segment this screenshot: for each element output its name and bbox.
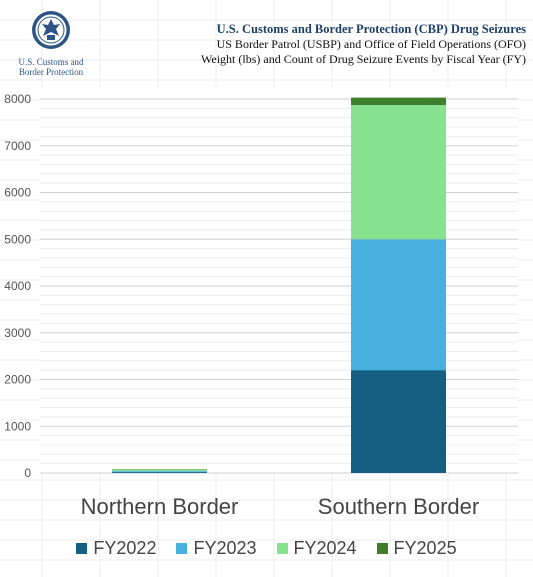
bar-segment-fy2025 [112,469,207,470]
cbp-seal-icon [32,11,70,49]
chart-legend: FY2022 FY2023 FY2024 FY2025 [0,536,533,560]
bar-segment-fy2023 [351,239,446,371]
legend-label: FY2022 [93,538,157,558]
logo-line-1: U.S. Customs and [18,57,84,67]
bar-segment-fy2022 [351,370,446,473]
x-category-label: Southern Border [318,494,479,519]
legend-item: FY2024 [276,536,357,560]
chart-subtitle-1: US Border Patrol (USBP) and Office of Fi… [216,37,526,51]
y-tick-label: 5000 [4,232,31,246]
cbp-logo: U.S. Customs and Border Protection [6,10,96,77]
chart-subtitle-2: Weight (lbs) and Count of Drug Seizure E… [201,52,526,66]
bar-segment-fy2024 [351,105,446,240]
legend-label: FY2023 [193,538,257,558]
legend-swatch [176,542,188,554]
legend-label: FY2025 [393,538,457,558]
chart-titles: U.S. Customs and Border Protection (CBP)… [100,22,526,67]
logo-line-2: Border Protection [18,67,84,77]
legend-item: FY2025 [376,536,457,560]
legend-swatch [276,542,288,554]
y-tick-label: 6000 [4,186,31,200]
y-tick-label: 4000 [4,279,31,293]
bar-segment-fy2024 [112,469,207,472]
y-tick-label: 0 [24,466,31,480]
bar-segment-fy2023 [112,471,207,473]
legend-swatch [376,542,388,554]
y-tick-label: 3000 [4,326,31,340]
bar-segment-fy2025 [351,97,446,106]
legend-item: FY2023 [176,536,257,560]
logo-text: U.S. Customs and Border Protection [6,57,96,77]
y-tick-label: 7000 [4,139,31,153]
bar-segment-fy2022 [112,472,207,473]
legend-swatch [76,542,88,554]
x-category-label: Northern Border [81,494,239,519]
y-tick-label: 2000 [4,373,31,387]
y-tick-label: 8000 [4,92,31,106]
legend-label: FY2024 [293,538,357,558]
y-tick-label: 1000 [4,419,31,433]
legend-item: FY2022 [76,536,156,560]
chart-title: U.S. Customs and Border Protection (CBP)… [216,22,526,36]
